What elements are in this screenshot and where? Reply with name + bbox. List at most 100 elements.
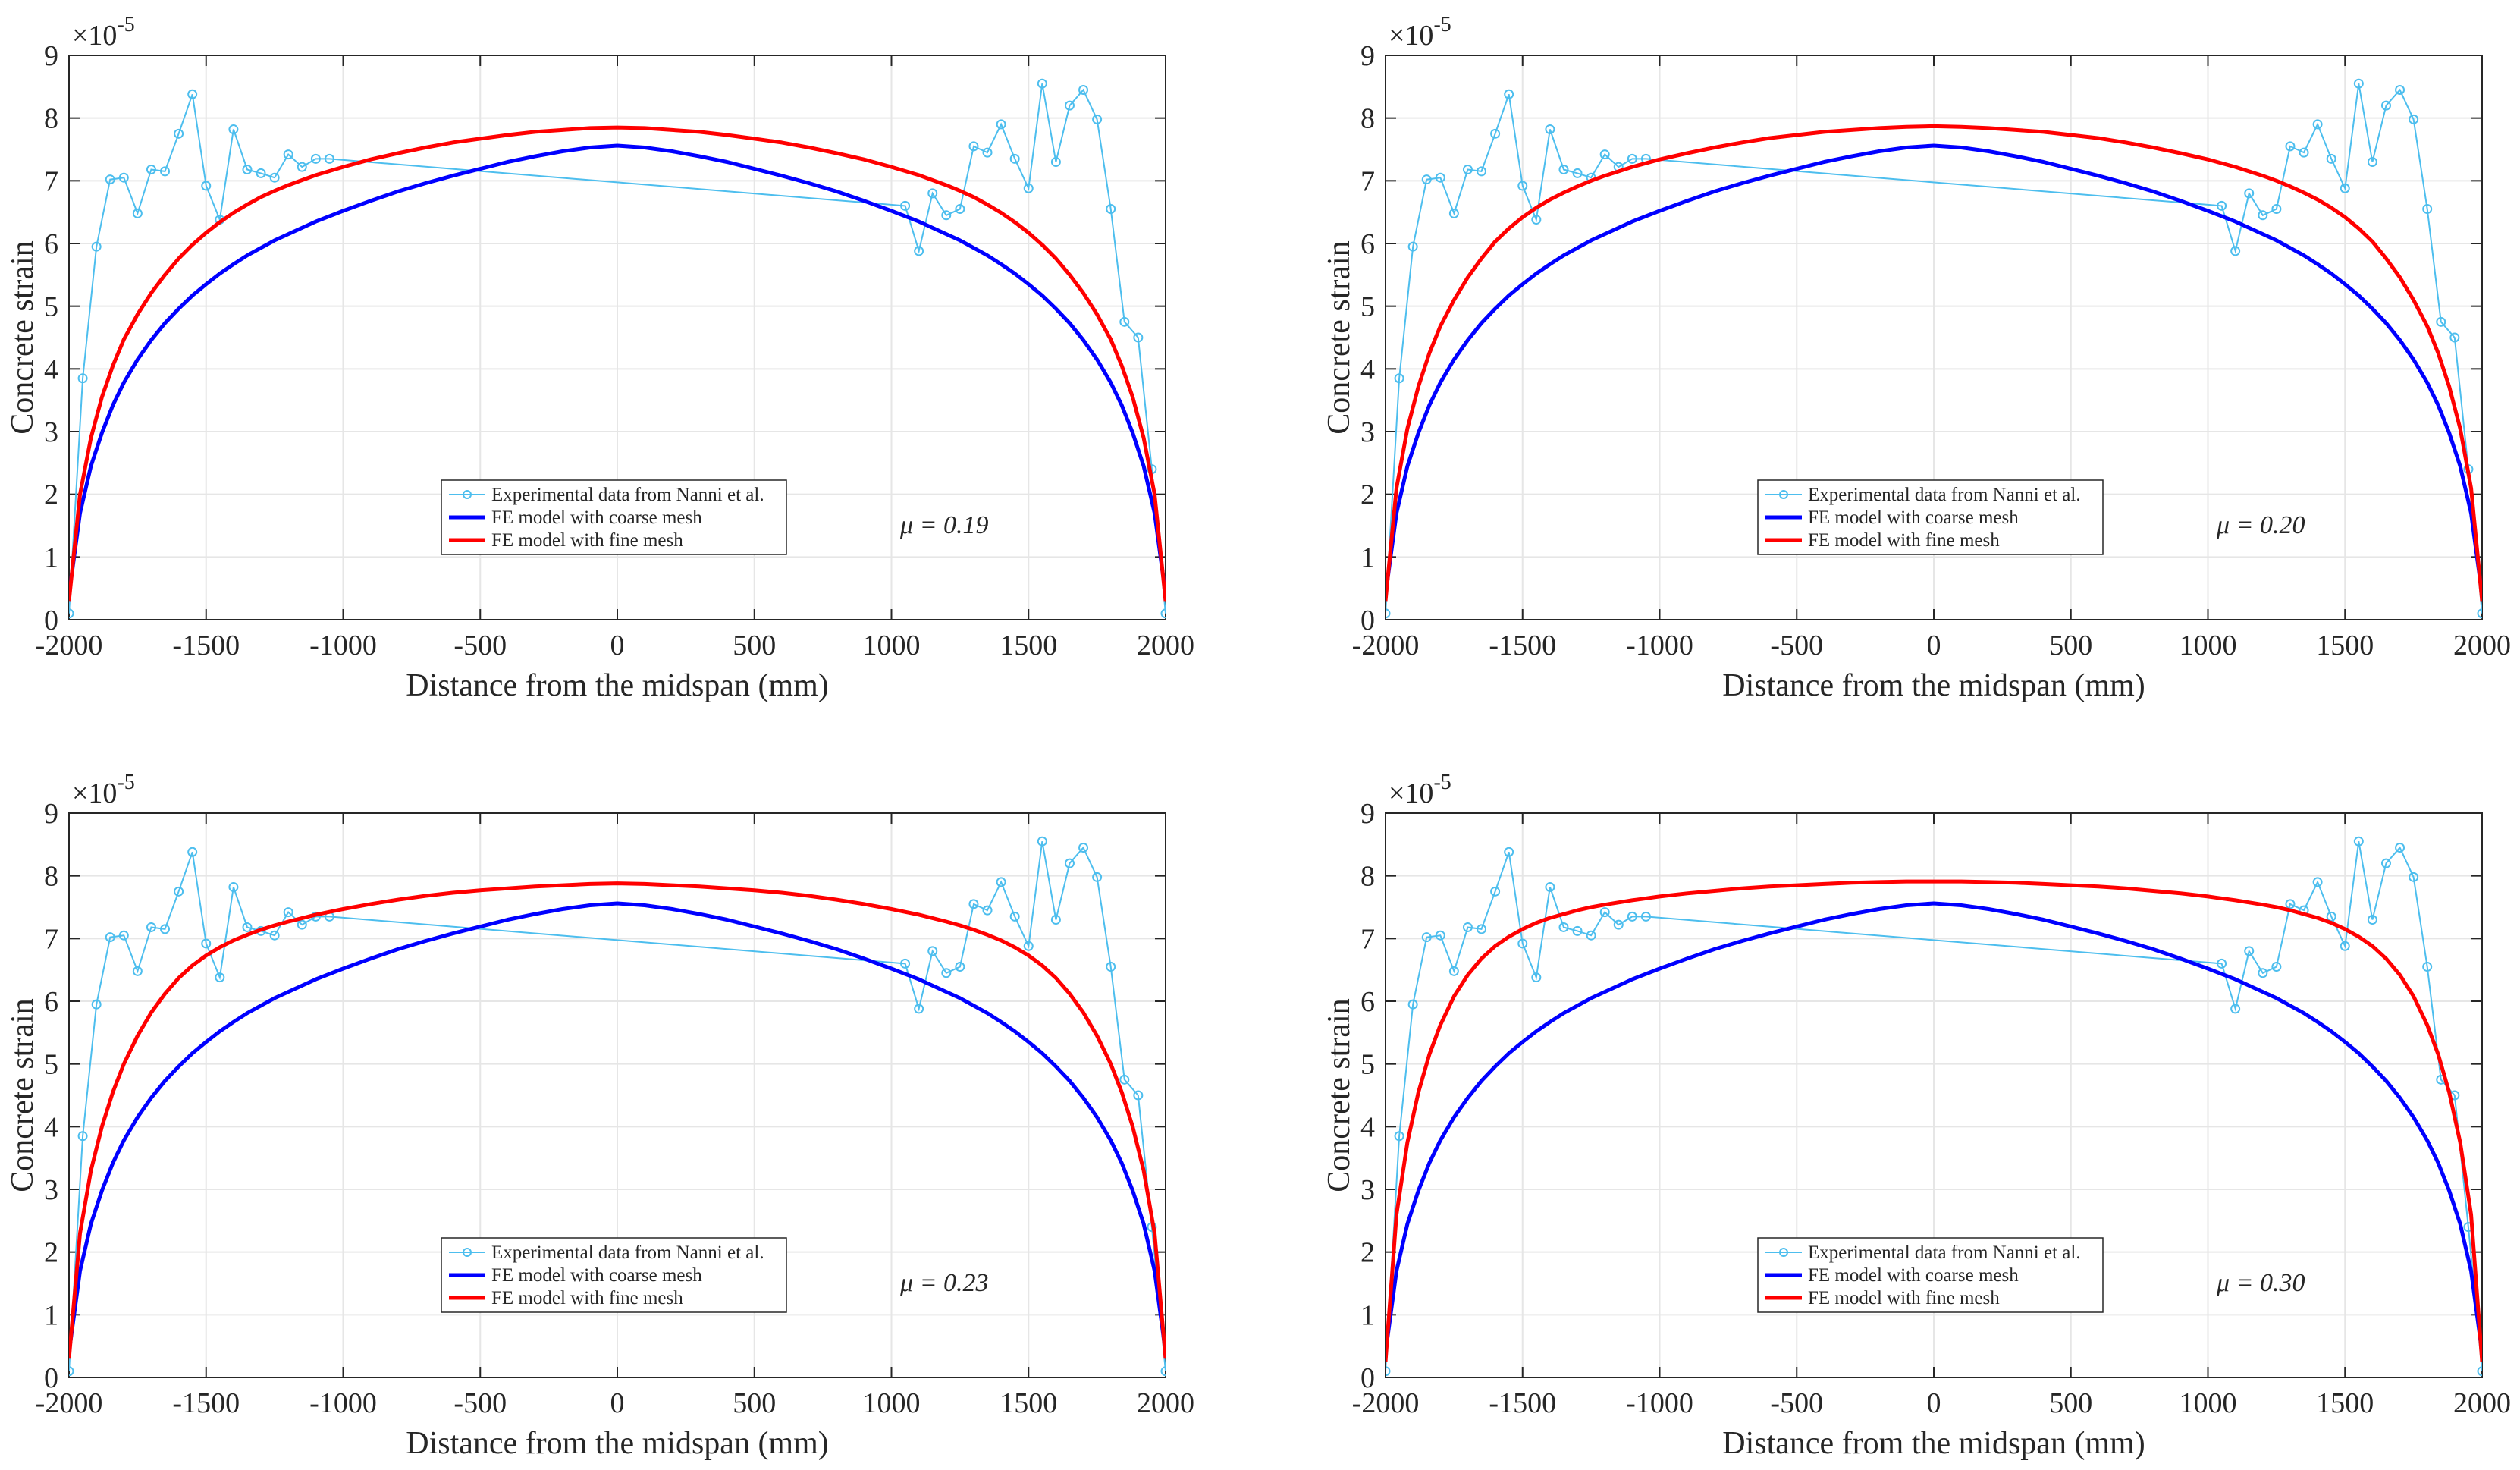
data-point-experimental	[2422, 962, 2433, 972]
y-axis-label: Concrete strain	[1322, 998, 1357, 1192]
mu-annotation: μ = 0.20	[2216, 511, 2305, 539]
data-point-experimental	[2244, 946, 2255, 956]
y-axis-label: Concrete strain	[5, 998, 40, 1192]
y-tick-label: 6	[44, 986, 58, 1018]
y-tick-label: 4	[44, 1111, 58, 1143]
data-point-experimental	[283, 907, 293, 918]
data-point-experimental	[914, 1004, 924, 1014]
x-tick-label: -2000	[36, 1387, 103, 1419]
x-tick-label: 1000	[863, 1387, 921, 1419]
data-point-experimental	[1078, 842, 1089, 853]
y-tick-label: 4	[44, 353, 58, 385]
data-point-experimental	[174, 128, 184, 139]
data-point-experimental	[269, 930, 280, 941]
data-point-experimental	[118, 930, 129, 941]
data-point-experimental	[146, 922, 156, 932]
data-point-experimental	[1627, 153, 1637, 164]
data-point-experimental	[310, 153, 321, 164]
chart-panel-1: -2000 -1500 -1000 -500 0 500 1000 1500 2000 0 1 2 3 4…	[5, 13, 1194, 703]
data-point-experimental	[1037, 78, 1047, 89]
data-point-experimental	[2395, 84, 2405, 95]
data-point-experimental	[1517, 938, 1528, 949]
data-point-experimental	[2326, 911, 2336, 922]
data-point-experimental	[1023, 941, 1034, 951]
series-group	[1386, 836, 2482, 1377]
data-point-experimental	[2312, 119, 2323, 130]
data-point-experimental	[1517, 181, 1528, 191]
data-point-experimental	[1133, 332, 1144, 343]
data-point-experimental	[1531, 215, 1542, 225]
series-line-coarse-mesh	[1386, 901, 2482, 1353]
legend-label: FE model with fine mesh	[491, 1288, 683, 1308]
y-tick-label: 8	[1360, 861, 1375, 893]
data-point-experimental	[982, 147, 993, 158]
data-point-experimental	[2409, 872, 2419, 882]
data-point-experimental	[1119, 316, 1130, 327]
data-point-experimental	[941, 210, 952, 221]
data-point-experimental	[1504, 847, 1514, 857]
data-point-experimental	[1640, 911, 1651, 922]
x-tick-label: -1000	[1626, 1387, 1693, 1419]
x-tick-label: 2000	[2453, 630, 2511, 661]
data-point-experimental	[132, 966, 143, 976]
x-axis-label: Distance from the midspan (mm)	[406, 668, 829, 703]
data-point-experimental	[1448, 208, 1459, 218]
y-tick-label: 7	[44, 923, 58, 955]
y-tick-label: 0	[44, 1362, 58, 1394]
data-point-experimental	[1407, 241, 1418, 252]
data-point-experimental	[2409, 114, 2419, 124]
data-point-experimental	[1558, 922, 1569, 932]
legend-marker-experimental	[463, 490, 472, 499]
legend-label: FE model with fine mesh	[1808, 1288, 2000, 1308]
x-tick-label: 1500	[1000, 630, 1057, 661]
legend-label: Experimental data from Nanni et al.	[491, 485, 764, 505]
data-point-experimental	[1490, 886, 1501, 897]
y-tick-label: 9	[44, 40, 58, 72]
y-tick-label: 5	[44, 291, 58, 323]
x-tick-label: -1000	[1626, 630, 1693, 661]
x-tick-label: 500	[733, 1387, 776, 1419]
x-tick-label: 0	[610, 630, 625, 661]
legend-label: FE model with coarse mesh	[491, 1265, 702, 1286]
x-tick-label: -1500	[1489, 630, 1556, 661]
data-point-experimental	[2477, 1366, 2482, 1377]
data-point-experimental	[105, 174, 115, 185]
y-axis-label: Concrete strain	[5, 240, 40, 434]
data-point-experimental	[2477, 608, 2482, 619]
data-point-experimental	[2244, 188, 2255, 199]
legend-marker-experimental	[463, 1248, 472, 1257]
y-tick-label: 6	[44, 228, 58, 260]
y-tick-label: 4	[1360, 353, 1375, 385]
data-point-experimental	[914, 246, 924, 256]
data-point-experimental	[1613, 919, 1624, 930]
y-exponent-power: -5	[117, 771, 134, 794]
data-point-experimental	[2271, 962, 2282, 972]
y-tick-label: 5	[1360, 1049, 1375, 1081]
data-point-experimental	[1407, 999, 1418, 1010]
x-tick-label: 0	[1927, 630, 1941, 661]
data-point-experimental	[1009, 911, 1020, 922]
series-line-fine-mesh	[69, 125, 1166, 602]
data-point-experimental	[996, 877, 1006, 887]
series-group	[1386, 78, 2482, 619]
x-tick-label: -1500	[1489, 1387, 1556, 1419]
data-point-experimental	[900, 958, 911, 969]
x-tick-label: -2000	[36, 630, 103, 661]
y-tick-label: 3	[1360, 416, 1375, 448]
data-point-experimental	[1386, 1366, 1391, 1377]
data-point-experimental	[2340, 941, 2350, 951]
data-point-experimental	[1545, 882, 1555, 893]
x-tick-label: -2000	[1352, 630, 1420, 661]
legend: Experimental data from Nanni et al.FE mo…	[441, 479, 787, 555]
data-point-experimental	[228, 124, 239, 135]
x-tick-label: 2000	[1137, 1387, 1194, 1419]
data-point-experimental	[1572, 168, 1583, 178]
data-point-experimental	[2367, 157, 2377, 168]
series-line-experimental	[1386, 83, 2482, 614]
data-point-experimental	[927, 946, 938, 956]
y-tick-label: 5	[44, 1049, 58, 1081]
data-point-experimental	[1599, 149, 1610, 160]
y-tick-label: 3	[44, 1174, 58, 1206]
legend-label: FE model with coarse mesh	[1808, 507, 2019, 528]
x-tick-label: 1500	[2316, 1387, 2374, 1419]
